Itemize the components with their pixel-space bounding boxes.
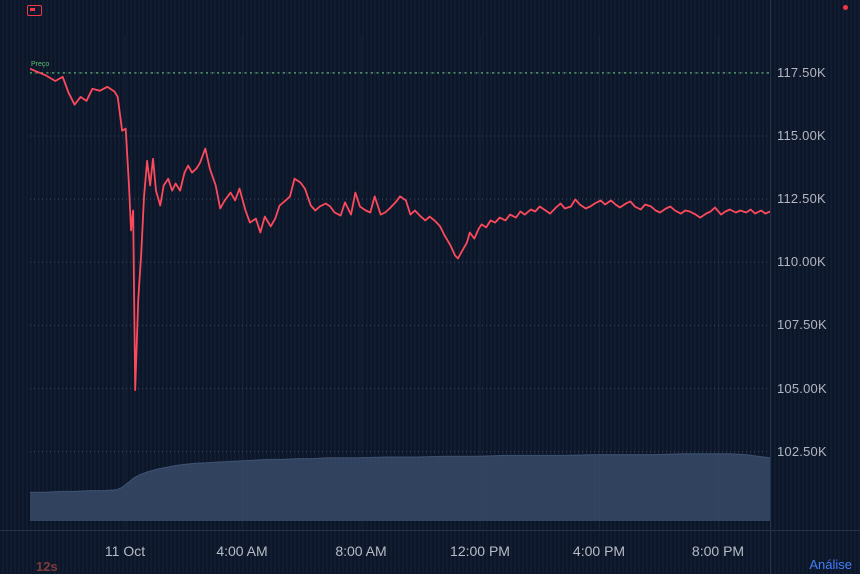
time-scale-label: 8:00 PM: [691, 543, 745, 559]
top-right-notification-dot-icon: [843, 5, 848, 10]
chart-plot-area[interactable]: [30, 35, 770, 530]
price-scale-label: 102.50K: [777, 444, 827, 459]
time-scale-label: 4:00 AM: [216, 543, 268, 559]
price-scale-label: 117.50K: [777, 65, 826, 80]
analysis-link[interactable]: Análise: [809, 557, 852, 572]
time-scale-label: 4:00 PM: [572, 543, 626, 559]
series-label: Preço: [31, 61, 50, 68]
price-line: [30, 67, 770, 392]
volume-area-edge: [30, 453, 770, 493]
bar-countdown: 12s: [36, 559, 58, 574]
volume-area: [30, 453, 770, 521]
time-scale-separator: [0, 530, 860, 531]
price-scale-label: 107.50K: [777, 317, 827, 332]
price-scale-separator: [770, 0, 771, 574]
price-scale-label: 112.50K: [777, 191, 826, 206]
price-scale-label: 110.00K: [777, 254, 826, 269]
time-scale-label: 8:00 AM: [335, 543, 387, 559]
time-scale-label: 11 Oct: [104, 543, 146, 559]
time-scale-label: 12:00 PM: [450, 543, 510, 559]
price-scale-label: 105.00K: [777, 381, 827, 396]
top-left-red-indicator-icon[interactable]: [27, 5, 42, 16]
price-scale-label: 115.00K: [777, 128, 826, 143]
